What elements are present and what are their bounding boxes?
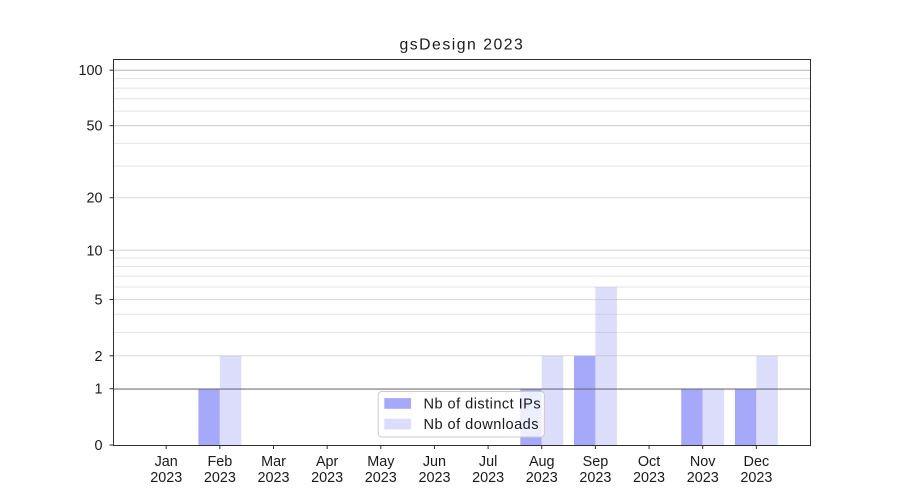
svg-text:Nov: Nov	[690, 454, 716, 470]
svg-text:Apr: Apr	[316, 454, 339, 470]
svg-text:2023: 2023	[526, 470, 558, 486]
svg-text:2: 2	[94, 349, 102, 365]
svg-text:2023: 2023	[204, 470, 236, 486]
svg-text:2023: 2023	[311, 470, 343, 486]
svg-text:Oct: Oct	[638, 454, 660, 470]
svg-text:20: 20	[86, 191, 102, 207]
svg-text:Mar: Mar	[261, 454, 286, 470]
svg-text:2023: 2023	[150, 470, 182, 486]
svg-text:50: 50	[86, 119, 102, 135]
svg-text:2023: 2023	[418, 470, 450, 486]
svg-text:Feb: Feb	[207, 454, 232, 470]
svg-text:2023: 2023	[365, 470, 397, 486]
svg-text:10: 10	[86, 243, 102, 259]
svg-text:0: 0	[94, 438, 102, 454]
svg-text:1: 1	[94, 382, 102, 398]
svg-text:Aug: Aug	[529, 454, 555, 470]
svg-text:2023: 2023	[633, 470, 665, 486]
svg-text:2023: 2023	[579, 470, 611, 486]
svg-text:May: May	[367, 454, 395, 470]
svg-text:Jun: Jun	[423, 454, 446, 470]
svg-text:2023: 2023	[472, 470, 504, 486]
svg-text:Dec: Dec	[744, 454, 770, 470]
svg-text:2023: 2023	[687, 470, 719, 486]
svg-text:2023: 2023	[257, 470, 289, 486]
svg-text:100: 100	[78, 63, 102, 79]
svg-text:5: 5	[94, 292, 102, 308]
svg-text:2023: 2023	[740, 470, 772, 486]
svg-text:Jul: Jul	[479, 454, 497, 470]
svg-text:Jan: Jan	[155, 454, 178, 470]
svg-text:Nb of downloads: Nb of downloads	[424, 417, 539, 433]
svg-text:Sep: Sep	[583, 454, 609, 470]
svg-text:gsDesign 2023: gsDesign 2023	[399, 37, 524, 54]
svg-text:Nb of distinct IPs: Nb of distinct IPs	[424, 396, 542, 412]
